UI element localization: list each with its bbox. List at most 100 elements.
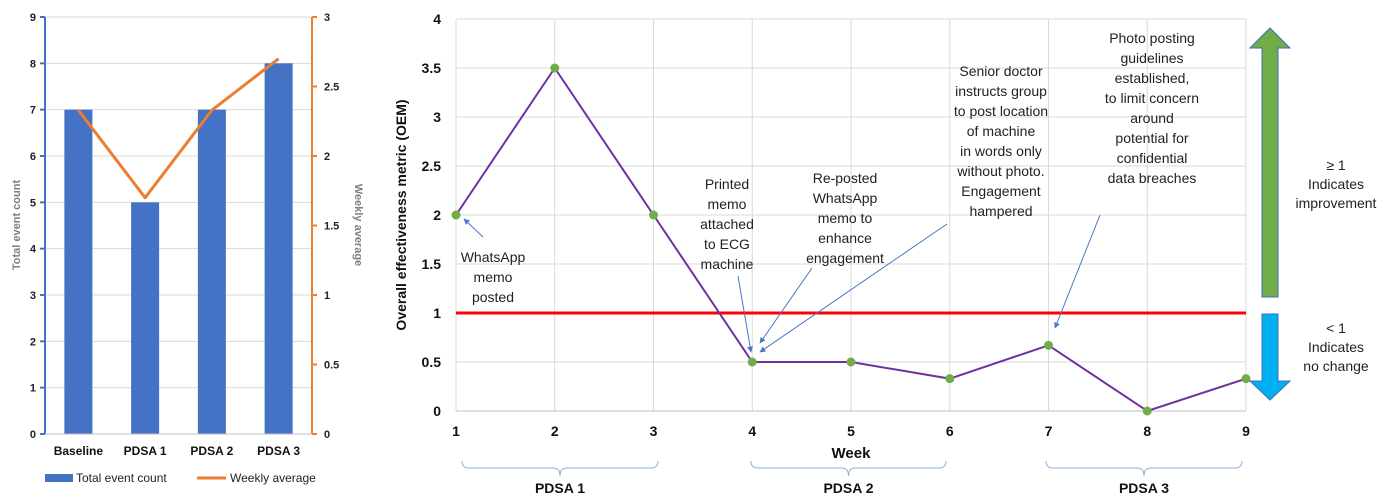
- indicator-text: < 1 Indicates no change: [1303, 320, 1369, 374]
- data-point: [649, 210, 658, 220]
- annotation-line: Printed: [705, 176, 749, 192]
- legend-label: Total event count: [76, 471, 167, 485]
- annotation-line: enhance: [818, 230, 872, 246]
- annotation-line: Senior doctor: [959, 63, 1043, 79]
- data-point: [846, 357, 856, 367]
- annotation-line: memo: [474, 269, 513, 285]
- annotation-line: around: [1130, 110, 1174, 126]
- annotation-line: WhatsApp: [813, 190, 878, 206]
- data-point: [1044, 340, 1053, 350]
- annotation-line: engagement: [806, 250, 884, 266]
- annotation-line: Photo posting: [1109, 30, 1195, 46]
- x-tick-label: 5: [847, 423, 855, 439]
- annotation-line: Re-posted: [813, 170, 878, 186]
- y-tick-label: 0.5: [422, 354, 442, 370]
- annotation-line: in words only: [960, 143, 1042, 159]
- data-point: [945, 374, 955, 384]
- annotation-line: WhatsApp: [461, 249, 526, 265]
- annotation-line: confidential: [1117, 150, 1188, 166]
- annotation-text: Printed memo attached to ECG machine: [700, 176, 754, 272]
- phase-bracket: [461, 460, 659, 477]
- data-point: [550, 63, 560, 73]
- y-tick-label: 0: [433, 403, 441, 419]
- y-tick-label: 8: [30, 58, 36, 70]
- x-tick-label: 1: [452, 423, 460, 439]
- indicator-line: ≥ 1: [1326, 157, 1346, 173]
- y-tick-label: 1: [433, 305, 441, 321]
- annotation-line: machine: [701, 256, 754, 272]
- annotation-line: to limit concern: [1105, 90, 1199, 106]
- annotation-line: attached: [700, 216, 754, 232]
- y-tick-label: 1.5: [422, 256, 442, 272]
- indicator-line: < 1: [1326, 320, 1346, 336]
- annotation-line: guidelines: [1120, 50, 1183, 66]
- phase-label: PDSA 2: [823, 480, 873, 496]
- y2-tick-label: 1.5: [324, 221, 339, 233]
- bar: [64, 109, 93, 435]
- phase-bracket: [1045, 460, 1243, 477]
- annotation-line: to post location: [954, 103, 1048, 119]
- phase-bracket: [750, 460, 947, 477]
- annotation-arrow: [759, 223, 948, 353]
- annotation-line: Engagement: [961, 183, 1041, 199]
- annotation-line: data breaches: [1108, 170, 1197, 186]
- y2-axis-title: Weekly average: [352, 184, 364, 266]
- indicator-line: Indicates: [1308, 176, 1364, 192]
- y-tick-label: 1: [30, 383, 36, 395]
- data-point: [1142, 406, 1152, 416]
- down-arrow-icon: [1248, 313, 1292, 401]
- annotation-line: memo to: [818, 210, 873, 226]
- event-count-chart: 0 1 2 3 4 5 6 7 8 9 0 0.5 1 1.5 2 2.5 3 Baseline PDSA 1 PDS…: [11, 12, 364, 485]
- oem-chart: 1 2 3 4 5 6 7 8 9 0 0.5 1 1.5 2 2.5 3 3.5 4 Week Overall ef…: [393, 11, 1377, 496]
- y2-tick-label: 2.5: [324, 82, 339, 94]
- annotation-arrow: [1054, 214, 1101, 329]
- y-tick-label: 2: [30, 336, 36, 348]
- annotation-text: WhatsApp memo posted: [461, 249, 526, 305]
- indicator-line: improvement: [1296, 195, 1377, 211]
- y-tick-label: 6: [30, 151, 36, 163]
- weekly-average-line: [77, 57, 280, 200]
- indicator-line: no change: [1303, 358, 1369, 374]
- x-tick-label: 4: [748, 423, 756, 439]
- y-axis-title: Overall effectiveness metric (OEM): [393, 99, 409, 330]
- y-tick-label: 5: [30, 197, 36, 209]
- annotation-text: Re-posted WhatsApp memo to enhance engagemen…: [806, 170, 884, 266]
- x-axis-title: Week: [832, 445, 872, 462]
- y2-tick-label: 0.5: [324, 360, 339, 372]
- annotation-line: to ECG: [704, 236, 750, 252]
- legend-label: Weekly average: [230, 471, 316, 485]
- annotation-arrow: [463, 218, 484, 238]
- y-tick-label: 2: [433, 207, 441, 223]
- y2-tick-label: 3: [324, 12, 330, 24]
- data-point: [747, 357, 757, 367]
- annotation-arrow: [737, 275, 754, 353]
- annotation-line: memo: [708, 196, 747, 212]
- y-tick-label: 3.5: [422, 60, 442, 76]
- y-tick-label: 3: [30, 290, 36, 302]
- x-tick-label: Baseline: [54, 444, 104, 458]
- y-tick-label: 4: [433, 11, 441, 27]
- y-tick-label: 9: [30, 12, 36, 24]
- x-tick-label: PDSA 1: [124, 444, 167, 458]
- bar: [197, 109, 226, 435]
- phase-label: PDSA 1: [535, 480, 585, 496]
- x-tick-label: 9: [1242, 423, 1250, 439]
- y-tick-label: 7: [30, 105, 36, 117]
- y2-tick-label: 0: [324, 429, 330, 441]
- data-point: [451, 210, 461, 220]
- indicator-text: ≥ 1 Indicates improvement: [1296, 157, 1377, 211]
- x-tick-label: 6: [946, 423, 954, 439]
- up-arrow-icon: [1248, 27, 1292, 298]
- legend-swatch-bar: [45, 474, 73, 482]
- x-tick-label: 2: [551, 423, 559, 439]
- y-tick-label: 3: [433, 109, 441, 125]
- annotation-line: potential for: [1115, 130, 1188, 146]
- y-axis-title: Total event count: [11, 180, 23, 271]
- indicator-line: Indicates: [1308, 339, 1364, 355]
- annotation-line: instructs group: [955, 83, 1047, 99]
- x-tick-label: 8: [1143, 423, 1151, 439]
- x-tick-label: PDSA 2: [190, 444, 233, 458]
- y-tick-label: 2.5: [422, 158, 442, 174]
